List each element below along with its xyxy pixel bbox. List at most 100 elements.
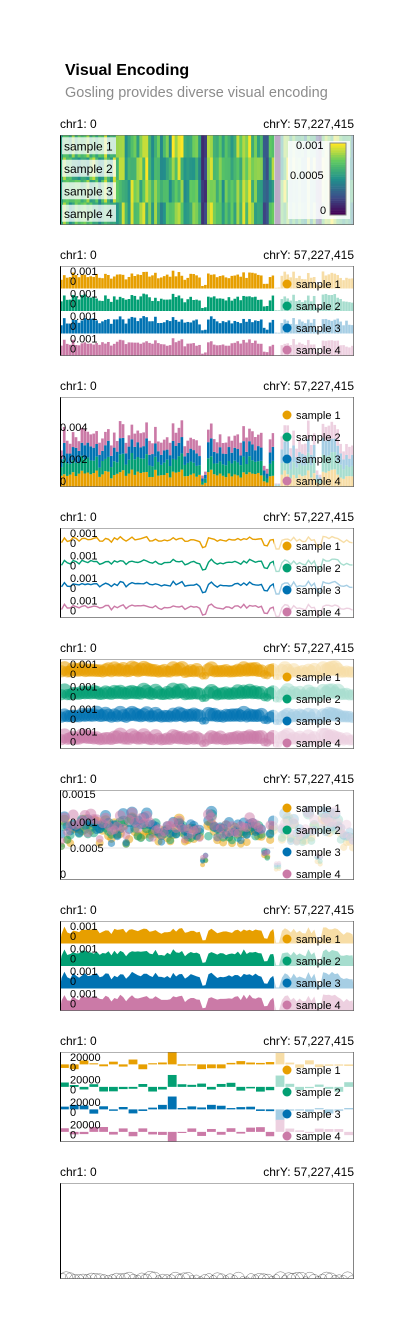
bar-mark [265, 1109, 275, 1112]
bar-mark [248, 319, 251, 334]
track-frame[interactable]: 20000 0 20000 0 20000 0 20000 0 sample 1 sample 2… [60, 1052, 354, 1142]
y-tick-label: 0.001 [70, 573, 98, 585]
track-frame[interactable]: sample 1 sample 2 sample 3 sample 4 0.001 0.0… [60, 135, 354, 225]
bar-mark [133, 276, 137, 289]
heatmap-cell [151, 180, 155, 203]
bar-mark [69, 1085, 79, 1087]
point-mark [303, 1271, 317, 1279]
row-label: sample 3 [64, 184, 113, 198]
bar-mark [256, 321, 260, 334]
bar-mark [109, 467, 113, 479]
point-mark [162, 1274, 172, 1279]
legend-marker [282, 1109, 292, 1119]
bar-mark [168, 477, 172, 487]
bar-mark [65, 475, 69, 487]
bar-mark [183, 476, 187, 487]
colorbar-step [330, 169, 346, 172]
bar-mark [98, 467, 101, 477]
track-frame[interactable]: 0.001 0 0.001 0 0.001 0 0.001 0 sample 1 sample 2… [60, 266, 354, 356]
legend-label: sample 2 [296, 956, 341, 968]
bar-mark [242, 456, 245, 473]
point-mark [122, 838, 130, 847]
heatmap-cell [201, 202, 205, 225]
bar-mark [195, 465, 198, 477]
heatmap-cell [224, 180, 229, 203]
bar-mark [183, 279, 187, 289]
point-mark [347, 1275, 354, 1279]
heatmap-cell [207, 135, 211, 158]
bar-mark [262, 327, 266, 334]
heatmap-cell [174, 202, 179, 225]
colorbar-step [330, 155, 346, 158]
track-frame[interactable]: 0.004 0.002 0 sample 1 sample 2 sample 3 sampl… [60, 397, 354, 487]
bar-mark [215, 345, 219, 356]
heatmap-cell [154, 135, 158, 158]
bar-mark [236, 296, 240, 311]
y-tick-label: 0.001 [70, 682, 98, 694]
track-frame[interactable]: 0.001 0 0.001 0 0.001 0 0.001 0 sample 1 sample 2… [60, 528, 354, 618]
point-mark [338, 1275, 348, 1279]
bar-mark [127, 276, 131, 289]
bar-mark [162, 276, 166, 289]
heatmap-cell [239, 202, 243, 225]
bar-mark [230, 463, 234, 477]
heatmap-cell [233, 180, 237, 203]
bar-mark [186, 440, 190, 453]
colorbar-step [330, 203, 346, 206]
bar-mark [148, 454, 151, 466]
bar-mark [86, 457, 90, 473]
axis-start-label: chr1: 0 [60, 772, 97, 786]
heatmap-cell [233, 135, 237, 158]
bar-mark [159, 344, 163, 356]
heatmap-cell [168, 202, 173, 225]
bar-mark [154, 456, 157, 470]
bar-mark [198, 324, 201, 334]
bar-mark [107, 456, 110, 472]
legend-marker [282, 825, 292, 835]
chart-scatter[interactable] [60, 1183, 354, 1279]
point-mark [100, 812, 111, 824]
bar-mark [171, 270, 175, 289]
genomic-position-row: chr1: 0 chrY: 57,227,415 [60, 117, 354, 133]
bar-mark [136, 321, 140, 334]
bar-mark [98, 442, 101, 455]
bar-mark [101, 342, 104, 356]
bar-mark [209, 316, 213, 334]
bar-mark [262, 283, 266, 289]
bar-mark [92, 276, 95, 289]
point-mark [302, 1276, 309, 1279]
bar-mark [271, 475, 275, 487]
track-frame[interactable]: 0.001 0 0.001 0 0.001 0 0.001 0 sample 1 sample 2… [60, 659, 354, 749]
bar-mark [65, 277, 69, 289]
point-mark [69, 1274, 81, 1279]
bar-mark [157, 278, 160, 289]
track-frame[interactable]: 0.001 0 0.001 0 0.001 0 0.001 0 sample 1 sample 2… [60, 921, 354, 1011]
bar-mark [204, 482, 207, 487]
bar-mark [83, 473, 87, 487]
track-frame[interactable] [60, 1183, 354, 1279]
bar-mark [86, 472, 90, 487]
track-frame[interactable]: 0.0015 0.001 0.0005 0 sample 1 sample 2 sample… [60, 790, 354, 880]
bar-mark [268, 300, 272, 311]
heatmap-cell [171, 180, 176, 203]
axis-start-label: chr1: 0 [60, 248, 97, 262]
heatmap-cell [139, 135, 143, 158]
bar-mark [157, 441, 160, 452]
bar-mark [115, 299, 119, 311]
legend-label: sample 1 [296, 1065, 341, 1077]
bar-mark [204, 307, 207, 311]
bar-mark [74, 319, 78, 334]
bar-mark [62, 295, 66, 311]
bar-mark [177, 1131, 187, 1133]
legend-marker [282, 432, 292, 442]
bar-mark [115, 319, 119, 334]
bar-mark [69, 1064, 79, 1070]
